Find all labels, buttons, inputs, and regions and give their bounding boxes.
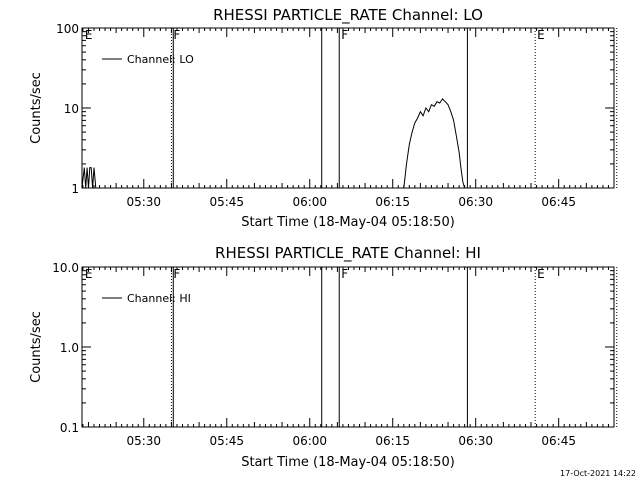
panel-lo: RHESSI PARTICLE_RATE Channel: LO 1 10 100 05…: [29, 6, 618, 230]
x-tick-label: 05:30: [126, 434, 161, 448]
y-tick-label: 100: [56, 22, 79, 36]
x-tick-label: 06:45: [541, 195, 576, 209]
event-label: F: [173, 28, 180, 42]
event-label: E: [537, 28, 545, 42]
x-axis-label: Start Time (18-May-04 05:18:50): [241, 455, 455, 470]
x-axis-label: Start Time (18-May-04 05:18:50): [241, 215, 455, 230]
plot-frame: [81, 27, 615, 189]
legend-label: Channel: HI: [127, 292, 191, 305]
x-tick-label: 05:45: [209, 195, 244, 209]
y-tick-label: 0.1: [60, 421, 79, 435]
x-tick-label: 06:15: [375, 195, 410, 209]
x-tick-label: 06:00: [292, 434, 327, 448]
event-label: E: [537, 267, 545, 281]
event-label: F: [341, 28, 348, 42]
chart-title: RHESSI PARTICLE_RATE Channel: HI: [215, 244, 481, 263]
event-label: E: [85, 267, 93, 281]
event-label: E: [85, 28, 93, 42]
y-axis-label: Counts/sec: [29, 72, 44, 144]
x-tick-label: 05:45: [209, 434, 244, 448]
x-tick-label: 06:45: [541, 434, 576, 448]
panel-hi: RHESSI PARTICLE_RATE Channel: HI 0.1 1.0 10…: [29, 244, 618, 470]
event-label: F: [173, 267, 180, 281]
y-tick-label: 10: [64, 102, 79, 116]
y-tick-label: 10.0: [52, 261, 79, 275]
x-tick-label: 06:30: [458, 195, 493, 209]
series-line: [81, 98, 466, 189]
timestamp-label: 17-Oct-2021 14:22: [560, 469, 636, 478]
chart-title: RHESSI PARTICLE_RATE Channel: LO: [213, 6, 483, 25]
y-axis-label: Counts/sec: [29, 311, 44, 383]
x-tick-label: 05:30: [126, 195, 161, 209]
plot-frame: [81, 266, 615, 428]
x-tick-label: 06:15: [375, 434, 410, 448]
y-tick-label: 1: [71, 182, 79, 196]
legend-label: Channel: LO: [127, 53, 194, 66]
event-label: F: [341, 267, 348, 281]
x-tick-label: 06:30: [458, 434, 493, 448]
x-tick-label: 06:00: [292, 195, 327, 209]
y-tick-label: 1.0: [60, 341, 79, 355]
